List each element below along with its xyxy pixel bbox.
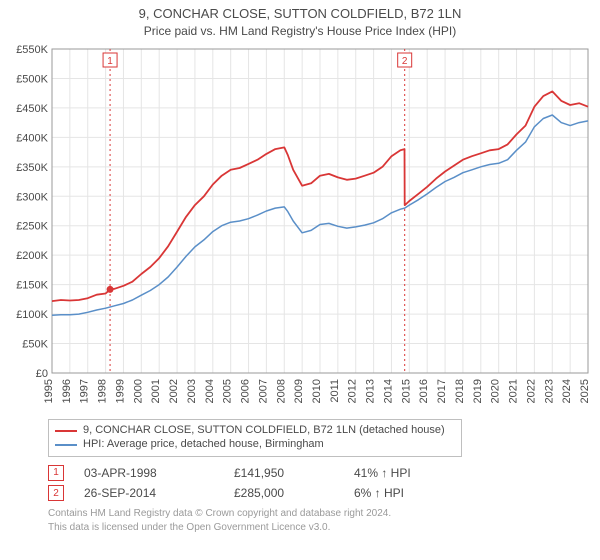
page: 9, CONCHAR CLOSE, SUTTON COLDFIELD, B72 … — [0, 0, 600, 560]
table-row: 2 26-SEP-2014 £285,000 6% ↑ HPI — [48, 483, 592, 503]
svg-text:2012: 2012 — [347, 379, 359, 403]
svg-text:£550K: £550K — [16, 44, 48, 56]
svg-text:2013: 2013 — [365, 379, 377, 403]
legend-item: 9, CONCHAR CLOSE, SUTTON COLDFIELD, B72 … — [55, 424, 455, 438]
legend-swatch — [55, 444, 77, 446]
legend: 9, CONCHAR CLOSE, SUTTON COLDFIELD, B72 … — [48, 419, 462, 457]
svg-text:£200K: £200K — [16, 250, 48, 262]
marker-table: 1 03-APR-1998 £141,950 41% ↑ HPI 2 26-SE… — [48, 463, 592, 504]
legend-item: HPI: Average price, detached house, Birm… — [55, 438, 455, 452]
svg-text:1: 1 — [107, 56, 113, 67]
svg-text:2020: 2020 — [490, 379, 502, 403]
marker-date: 03-APR-1998 — [84, 463, 214, 483]
svg-text:2007: 2007 — [257, 379, 269, 403]
svg-text:£350K: £350K — [16, 162, 48, 174]
svg-text:2016: 2016 — [418, 379, 430, 403]
svg-text:2004: 2004 — [204, 379, 216, 403]
svg-text:2022: 2022 — [525, 379, 537, 403]
svg-text:2019: 2019 — [472, 379, 484, 403]
svg-text:£500K: £500K — [16, 74, 48, 86]
svg-text:2011: 2011 — [329, 379, 341, 403]
svg-text:£400K: £400K — [16, 133, 48, 145]
svg-text:2010: 2010 — [311, 379, 323, 403]
svg-text:£450K: £450K — [16, 103, 48, 115]
legend-label: 9, CONCHAR CLOSE, SUTTON COLDFIELD, B72 … — [83, 424, 445, 438]
svg-text:1999: 1999 — [114, 379, 126, 403]
svg-text:£50K: £50K — [22, 339, 48, 351]
svg-text:£100K: £100K — [16, 309, 48, 321]
marker-deviation: 41% ↑ HPI — [354, 463, 454, 483]
legend-swatch — [55, 430, 77, 432]
svg-text:2021: 2021 — [508, 379, 520, 403]
svg-text:£150K: £150K — [16, 280, 48, 292]
svg-text:2025: 2025 — [579, 379, 591, 403]
svg-text:2003: 2003 — [186, 379, 198, 403]
svg-text:2: 2 — [402, 56, 408, 67]
svg-text:£250K: £250K — [16, 221, 48, 233]
table-row: 1 03-APR-1998 £141,950 41% ↑ HPI — [48, 463, 592, 483]
svg-text:2017: 2017 — [436, 379, 448, 403]
svg-text:1998: 1998 — [97, 379, 109, 403]
svg-text:2002: 2002 — [168, 379, 180, 403]
svg-text:2005: 2005 — [222, 379, 234, 403]
svg-text:2023: 2023 — [543, 379, 555, 403]
svg-text:£300K: £300K — [16, 192, 48, 204]
svg-text:1997: 1997 — [79, 379, 91, 403]
marker-price: £141,950 — [234, 463, 334, 483]
marker-date: 26-SEP-2014 — [84, 483, 214, 503]
footnote: This data is licensed under the Open Gov… — [48, 522, 592, 535]
svg-text:2015: 2015 — [400, 379, 412, 403]
footnote: Contains HM Land Registry data © Crown c… — [48, 508, 592, 521]
legend-label: HPI: Average price, detached house, Birm… — [83, 438, 324, 452]
marker-deviation: 6% ↑ HPI — [354, 483, 454, 503]
page-subtitle: Price paid vs. HM Land Registry's House … — [8, 24, 592, 39]
marker-badge: 1 — [48, 465, 64, 481]
marker-badge: 2 — [48, 485, 64, 501]
svg-text:1996: 1996 — [61, 379, 73, 403]
svg-text:2009: 2009 — [293, 379, 305, 403]
marker-price: £285,000 — [234, 483, 334, 503]
svg-text:2014: 2014 — [382, 379, 394, 403]
svg-text:1995: 1995 — [43, 379, 55, 403]
svg-text:2018: 2018 — [454, 379, 466, 403]
svg-text:2008: 2008 — [275, 379, 287, 403]
svg-text:2024: 2024 — [561, 379, 573, 403]
svg-text:2001: 2001 — [150, 379, 162, 403]
svg-text:2006: 2006 — [240, 379, 252, 403]
svg-text:2000: 2000 — [132, 379, 144, 403]
svg-text:£0: £0 — [36, 368, 48, 380]
price-chart: £0 £50K £100K £150K £200K £250K £300K £350K £400… — [8, 43, 592, 413]
page-title: 9, CONCHAR CLOSE, SUTTON COLDFIELD, B72 … — [8, 6, 592, 22]
